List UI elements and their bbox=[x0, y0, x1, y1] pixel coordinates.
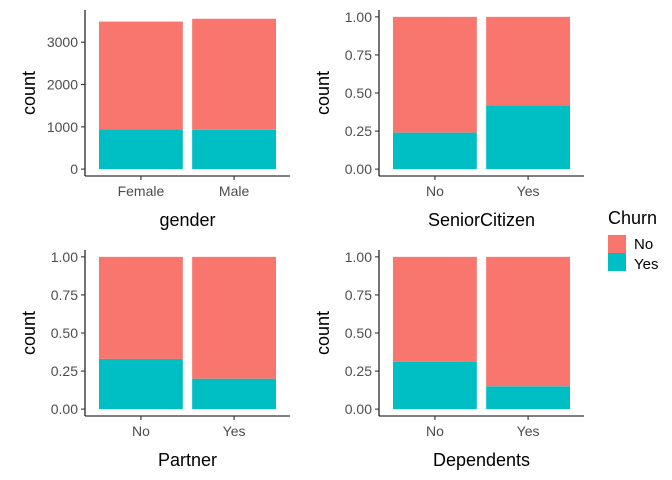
y-axis-title: count bbox=[19, 71, 39, 115]
y-axis-title: count bbox=[313, 311, 333, 355]
x-tick-label: Yes bbox=[517, 423, 540, 439]
y-tick-label: 1000 bbox=[47, 119, 78, 135]
y-tick-label: 0.25 bbox=[51, 363, 78, 379]
y-tick-label: 0.00 bbox=[345, 161, 372, 177]
y-tick-label: 0.00 bbox=[51, 401, 78, 417]
x-tick-label: Female bbox=[118, 183, 165, 199]
y-tick-label: 0.00 bbox=[345, 401, 372, 417]
panel-seniorcitizen: 0.00 0.25 0.50 0.75 1.00 No Yes SeniorCitizen co… bbox=[313, 9, 584, 230]
y-axis-title: count bbox=[19, 311, 39, 355]
bar-no-yes bbox=[392, 361, 477, 410]
bar-yes-yes bbox=[486, 105, 571, 170]
y-tick-label: 1.00 bbox=[345, 9, 372, 25]
bar-no-yes bbox=[392, 132, 477, 170]
y-tick-label: 0.50 bbox=[345, 85, 372, 101]
legend-label-yes: Yes bbox=[634, 256, 658, 273]
bar-yes-yes bbox=[486, 386, 571, 410]
y-axis-title: count bbox=[313, 71, 333, 115]
y-tick-label: 0.50 bbox=[345, 325, 372, 341]
x-axis-title: Partner bbox=[158, 450, 217, 470]
x-tick-label: No bbox=[426, 183, 444, 199]
panel-partner: 0.00 0.25 0.50 0.75 1.00 No Yes Partner count bbox=[19, 249, 290, 470]
x-tick-label: No bbox=[426, 423, 444, 439]
bar-male-no bbox=[192, 18, 277, 130]
y-tick-label: 0.25 bbox=[345, 363, 372, 379]
y-tick-label: 0.75 bbox=[345, 47, 372, 63]
panel-dependents: 0.00 0.25 0.50 0.75 1.00 No Yes Dependents count bbox=[313, 249, 584, 470]
bar-yes-no bbox=[192, 256, 277, 379]
y-tick-label: 0.75 bbox=[345, 287, 372, 303]
y-tick-label: 0.25 bbox=[345, 123, 372, 139]
y-tick-label: 0.50 bbox=[51, 325, 78, 341]
bar-yes-no bbox=[486, 16, 571, 106]
legend-swatch-yes bbox=[608, 253, 626, 271]
y-tick-label: 1.00 bbox=[345, 249, 372, 265]
bar-yes-no bbox=[486, 256, 571, 387]
x-axis-title: SeniorCitizen bbox=[428, 210, 535, 230]
bar-no-no bbox=[392, 16, 477, 133]
x-tick-label: No bbox=[132, 423, 150, 439]
x-axis-title: Dependents bbox=[433, 450, 530, 470]
x-axis-title: gender bbox=[159, 210, 215, 230]
y-tick-label: 0.75 bbox=[51, 287, 78, 303]
legend-label-no: No bbox=[634, 236, 653, 253]
legend: Churn No Yes bbox=[608, 208, 658, 273]
bar-no-yes bbox=[98, 358, 183, 410]
legend-title: Churn bbox=[608, 208, 657, 228]
y-tick-label: 2000 bbox=[47, 77, 78, 93]
y-tick-label: 3000 bbox=[47, 34, 78, 50]
y-tick-label: 0 bbox=[70, 161, 78, 177]
legend-swatch-no bbox=[608, 235, 626, 253]
x-tick-label: Yes bbox=[517, 183, 540, 199]
bar-yes-yes bbox=[192, 378, 277, 410]
bar-female-no bbox=[98, 21, 183, 130]
bar-no-no bbox=[98, 256, 183, 359]
bar-no-no bbox=[392, 256, 477, 362]
y-tick-label: 1.00 bbox=[51, 249, 78, 265]
bar-male-yes bbox=[192, 129, 277, 170]
x-tick-label: Yes bbox=[223, 423, 246, 439]
bar-female-yes bbox=[98, 129, 183, 170]
x-tick-label: Male bbox=[219, 183, 250, 199]
